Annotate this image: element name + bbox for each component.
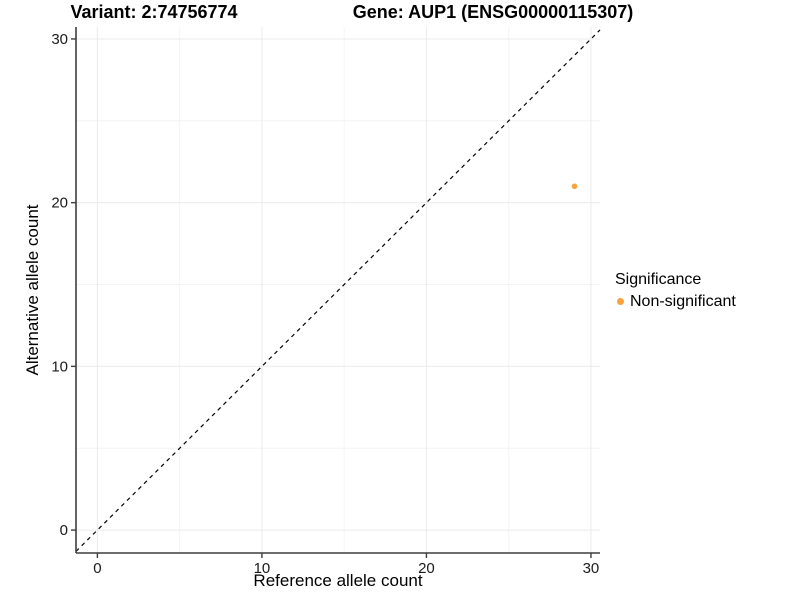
x-tick-label: 20 xyxy=(418,560,435,577)
x-tick-label: 0 xyxy=(93,560,101,577)
y-tick-label: 10 xyxy=(51,358,68,375)
legend: Significance Non-significant xyxy=(615,271,736,311)
y-axis-label: Alternative allele count xyxy=(23,204,42,376)
legend-key-dot-icon xyxy=(617,298,624,305)
x-axis-label: Reference allele count xyxy=(253,571,423,590)
data-point xyxy=(571,183,578,190)
legend-item: Non-significant xyxy=(615,292,736,311)
identity-line xyxy=(75,29,601,552)
plot-title-gene: Gene: AUP1 (ENSG00000115307) xyxy=(352,2,634,22)
plot-title-variant: Variant: 2:74756774 xyxy=(70,2,238,22)
legend-title: Significance xyxy=(615,271,702,288)
x-tick-label: 30 xyxy=(583,560,600,577)
y-tick-label: 30 xyxy=(51,31,68,48)
x-tick-label: 10 xyxy=(254,560,271,577)
legend-items: Non-significant xyxy=(615,292,736,311)
legend-item-label: Non-significant xyxy=(630,293,736,310)
y-tick-label: 20 xyxy=(51,195,68,212)
y-tick-label: 0 xyxy=(60,522,68,539)
